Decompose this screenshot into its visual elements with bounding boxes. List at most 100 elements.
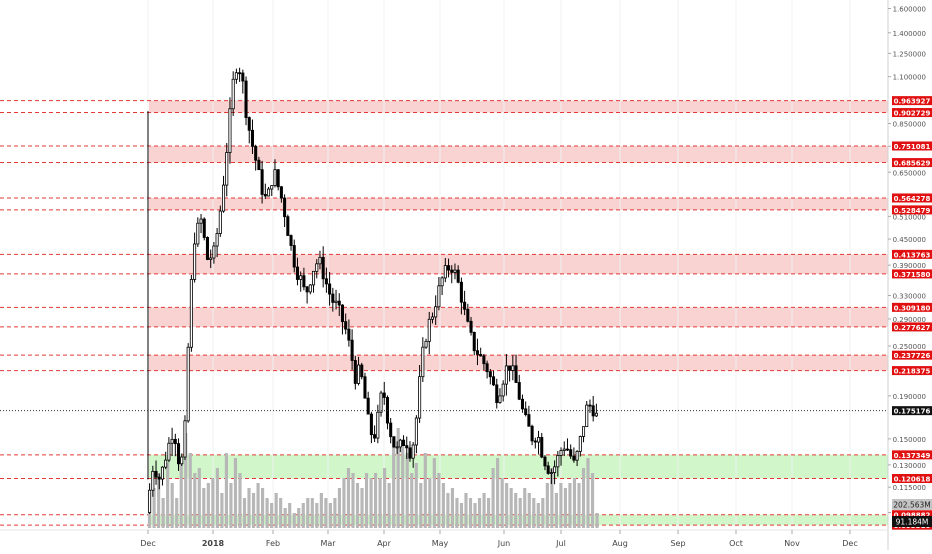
volume-bar <box>328 503 332 528</box>
volume-bar <box>563 488 568 528</box>
candle-down <box>405 445 409 449</box>
time-tick-label: Feb <box>266 539 280 548</box>
price-tick-label: 0.510000 <box>893 213 926 221</box>
candle-up <box>537 437 541 443</box>
candle-down <box>540 437 544 458</box>
price-tick-label: 1.400000 <box>893 30 926 38</box>
volume-bar <box>175 498 179 528</box>
volume-bar <box>319 493 323 528</box>
volume-bar <box>342 478 346 528</box>
candle-up <box>395 446 399 449</box>
volume-bar <box>206 483 210 528</box>
candle-down <box>350 339 354 361</box>
candle-up <box>164 459 168 468</box>
price-tick-label: 0.115000 <box>893 484 926 492</box>
candle-up <box>376 411 380 439</box>
price-tick-label: 0.450000 <box>893 236 926 244</box>
candle-up <box>553 466 557 473</box>
level-label-box <box>892 96 932 106</box>
candle-down <box>472 331 476 352</box>
volume-label-box <box>892 499 932 510</box>
candle-up <box>398 439 402 448</box>
candle-down <box>408 447 412 459</box>
price-tick-label: 0.390000 <box>893 262 926 270</box>
volume-bar <box>193 473 197 528</box>
candle-up <box>218 210 222 234</box>
volume-bar <box>251 493 256 528</box>
volume-bar <box>514 493 518 528</box>
candle-up <box>312 270 316 286</box>
candle-down <box>495 384 499 403</box>
volume-bar <box>184 433 188 528</box>
volume-bar <box>401 443 405 528</box>
candle-down <box>450 269 454 273</box>
level-label: 0.413763 <box>894 251 931 259</box>
candle-down <box>337 300 341 306</box>
level-label: 0.528479 <box>894 207 931 215</box>
volume-bar <box>306 498 310 528</box>
support-zone <box>149 514 888 526</box>
level-label: 0.371580 <box>894 271 931 279</box>
level-label: 0.098882 <box>894 512 931 520</box>
candle-up <box>582 426 586 437</box>
volume-bar <box>351 473 355 528</box>
candle-up <box>453 269 457 273</box>
price-tick-label: 0.190000 <box>893 393 926 401</box>
candle-up <box>559 450 563 456</box>
time-tick-label: Dec <box>842 539 857 548</box>
candle-down <box>241 72 245 82</box>
candle-down <box>402 439 406 446</box>
candle-down <box>508 365 512 371</box>
candle-down <box>238 72 242 75</box>
time-tick-label: Dec <box>140 539 155 548</box>
candle-up <box>225 152 229 186</box>
time-tick-label: Oct <box>729 539 743 548</box>
volume-bar <box>482 493 486 528</box>
volume-label: 202.563M <box>893 501 931 510</box>
candle-up <box>315 263 319 272</box>
candle-down <box>369 413 373 436</box>
candle-down <box>546 465 550 474</box>
volume-bar <box>559 483 563 528</box>
volume-bar <box>396 428 400 528</box>
time-tick-label: May <box>432 539 449 548</box>
candle-down <box>373 434 377 439</box>
candle-up <box>549 472 553 474</box>
volume-bar <box>414 463 418 528</box>
candle-up <box>556 455 560 468</box>
candle-down <box>517 382 521 400</box>
candle-down <box>202 218 206 238</box>
resistance-zone <box>149 145 888 163</box>
time-axis[interactable]: Dec 2018 Feb Mar Apr May Jun Jul Aug Sep Oct Nov Dec <box>140 530 858 548</box>
level-label: 0.120618 <box>894 475 931 483</box>
candle-down <box>173 438 177 445</box>
volume-bar <box>532 498 536 528</box>
price-axis[interactable]: 1.600000 1.400000 1.250000 1.100000 0.850000… <box>888 5 926 518</box>
candle-down <box>157 476 161 480</box>
volume-bar <box>387 483 391 528</box>
volume-bar <box>369 478 373 528</box>
level-label: 0.751081 <box>894 143 931 151</box>
candle-up <box>585 404 589 428</box>
candle-down <box>459 281 463 303</box>
level-label-box <box>892 350 932 360</box>
volume-label-layer: 202.563M 91.184M <box>892 499 932 527</box>
volume-bar <box>392 438 396 528</box>
candle-down <box>389 422 393 438</box>
volume-bar <box>360 488 364 528</box>
price-tick-label: 0.130000 <box>893 462 926 470</box>
volume-bar <box>283 508 287 528</box>
candle-up <box>562 448 566 451</box>
volume-bar <box>505 483 509 528</box>
level-label-box <box>892 302 932 312</box>
candle-down <box>353 360 357 384</box>
time-tick-label: Nov <box>784 539 800 548</box>
level-label: 0.277627 <box>894 324 931 332</box>
candle-up <box>424 340 428 348</box>
candle-down <box>347 328 351 341</box>
time-tick-label: Mar <box>320 539 336 548</box>
candle-down <box>543 456 547 467</box>
resistance-zone <box>149 254 888 274</box>
